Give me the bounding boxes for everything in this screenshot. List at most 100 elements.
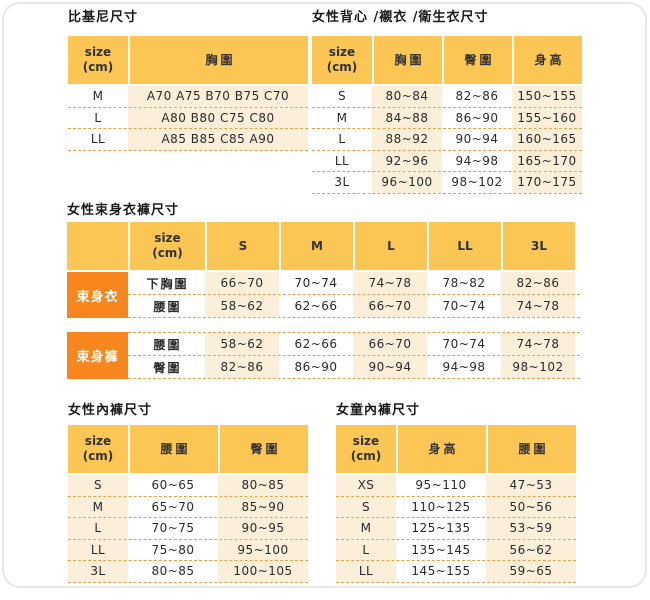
table-cell: 腰圍 bbox=[128, 295, 205, 317]
table-row: XS 95~110 47~53 bbox=[336, 475, 576, 497]
women-panties-size-table: size (cm) 腰圍 臀圍 S 60~65 80~85 M 65~70 85~90 L 70~… bbox=[68, 425, 308, 583]
girls-panties-size-section: 女童內褲尺寸 size (cm) 身高 腰圍 XS 95~110 47~53 S 110~1… bbox=[336, 403, 576, 583]
table-cell: A70 A75 B70 B75 C70 bbox=[128, 86, 308, 107]
bikini-size-section: 比基尼尺寸 size (cm) 胸圍 M A70 A75 B70 B75 C70 L A… bbox=[68, 10, 308, 151]
header-cell: LL bbox=[427, 222, 501, 270]
table-row: M 125~135 53~59 bbox=[336, 518, 576, 540]
table-cell: 96~100 bbox=[372, 172, 442, 193]
table-cell: 88~92 bbox=[372, 129, 442, 150]
shapewear-top-group-rows: 下胸圍 66~70 70~74 74~78 78~82 82~86 腰圍 58~62 62~66… bbox=[128, 272, 580, 318]
header-cell: size (cm) bbox=[68, 36, 128, 84]
vest-shirt-size-table: size (cm) 胸圍 臀圍 身高 S 80~84 82~86 150~155 M 84~88… bbox=[312, 36, 582, 194]
header-cell: size (cm) bbox=[336, 425, 396, 473]
header-cell: L bbox=[353, 222, 427, 270]
header-cell: M bbox=[279, 222, 353, 270]
table-cell: 95~100 bbox=[218, 539, 308, 560]
table-cell: 155~160 bbox=[512, 107, 582, 128]
header-cell: 腰圍 bbox=[486, 425, 576, 473]
shapewear-bottom-group-label: 束身褲 bbox=[67, 332, 128, 379]
bikini-table-header: size (cm) 胸圍 bbox=[68, 36, 308, 84]
table-cell: 82~86 bbox=[205, 356, 279, 378]
table-cell: 170~175 bbox=[512, 172, 582, 193]
table-row: LL 145~155 59~65 bbox=[336, 561, 576, 583]
table-cell: 94~98 bbox=[427, 356, 501, 378]
table-cell: 3L bbox=[312, 172, 372, 193]
table-cell: 82~86 bbox=[442, 86, 512, 107]
table-row: M A70 A75 B70 B75 C70 bbox=[68, 86, 308, 108]
header-cell: 身高 bbox=[396, 425, 486, 473]
table-cell: A85 B85 C85 A90 bbox=[128, 129, 308, 150]
shapewear-top-group: 束身衣 下胸圍 66~70 70~74 74~78 78~82 82~86 腰圍 58~62 6… bbox=[67, 272, 580, 318]
table-cell: 110~125 bbox=[396, 496, 486, 517]
bikini-title: 比基尼尺寸 bbox=[68, 10, 139, 25]
table-row: L A80 B80 C75 C80 bbox=[68, 107, 308, 129]
table-cell: 74~78 bbox=[501, 295, 575, 317]
girls-panties-size-table: size (cm) 身高 腰圍 XS 95~110 47~53 S 110~125 50~56… bbox=[336, 425, 576, 583]
girls-panties-table-header: size (cm) 身高 腰圍 bbox=[336, 425, 576, 473]
women-panties-size-section: 女性內褲尺寸 size (cm) 腰圍 臀圍 S 60~65 80~85 M 65~70 85… bbox=[68, 403, 308, 583]
table-cell: 90~94 bbox=[442, 129, 512, 150]
table-cell: 60~65 bbox=[128, 475, 218, 496]
header-cell: 身高 bbox=[512, 36, 582, 84]
header-cell: 腰圍 bbox=[128, 425, 218, 473]
table-cell: 86~90 bbox=[442, 107, 512, 128]
table-cell: S bbox=[336, 496, 396, 517]
table-cell: 65~70 bbox=[128, 496, 218, 517]
table-cell: 90~94 bbox=[353, 356, 427, 378]
table-cell: 62~66 bbox=[279, 295, 353, 317]
header-cell: 胸圍 bbox=[372, 36, 442, 84]
table-cell: 50~56 bbox=[486, 496, 576, 517]
table-cell: 100~105 bbox=[218, 561, 308, 582]
bikini-size-table: size (cm) 胸圍 M A70 A75 B70 B75 C70 L A80 B80… bbox=[68, 36, 308, 151]
table-cell: LL bbox=[336, 561, 396, 582]
table-cell: 150~155 bbox=[512, 86, 582, 107]
table-row: LL A85 B85 C85 A90 bbox=[68, 129, 308, 151]
table-cell: 78~82 bbox=[427, 272, 501, 294]
table-cell: 56~62 bbox=[486, 539, 576, 560]
table-cell: A80 B80 C75 C80 bbox=[128, 107, 308, 128]
shapewear-title: 女性束身衣褲尺寸 bbox=[67, 203, 180, 218]
table-cell: 98~102 bbox=[501, 356, 575, 378]
table-cell: 70~74 bbox=[279, 272, 353, 294]
table-cell: LL bbox=[312, 150, 372, 171]
table-row: M 65~70 85~90 bbox=[68, 496, 308, 518]
header-cell: 胸圍 bbox=[128, 36, 308, 84]
table-cell: M bbox=[336, 518, 396, 539]
vest-table-header: size (cm) 胸圍 臀圍 身高 bbox=[312, 36, 582, 84]
table-cell: 94~98 bbox=[442, 150, 512, 171]
shapewear-size-section: 女性束身衣褲尺寸 size (cm) S M L LL 3L 束身衣 下胸圍 66~70 70… bbox=[67, 203, 580, 379]
table-row: 下胸圍 66~70 70~74 74~78 78~82 82~86 bbox=[128, 272, 580, 295]
bikini-table-body: M A70 A75 B70 B75 C70 L A80 B80 C75 C80 LL A8… bbox=[68, 86, 308, 151]
header-cell bbox=[67, 222, 128, 270]
table-cell: 145~155 bbox=[396, 561, 486, 582]
table-cell: M bbox=[312, 107, 372, 128]
table-row: S 110~125 50~56 bbox=[336, 496, 576, 518]
table-cell: 84~88 bbox=[372, 107, 442, 128]
table-cell: 59~65 bbox=[486, 561, 576, 582]
table-cell: 3L bbox=[68, 561, 128, 582]
table-cell: L bbox=[312, 129, 372, 150]
table-row: M 84~88 86~90 155~160 bbox=[312, 107, 582, 129]
table-cell: 臀圍 bbox=[128, 356, 205, 378]
table-cell: 66~70 bbox=[353, 295, 427, 317]
table-cell: 53~59 bbox=[486, 518, 576, 539]
table-row: L 135~145 56~62 bbox=[336, 539, 576, 561]
table-cell: 80~85 bbox=[128, 561, 218, 582]
table-cell: L bbox=[68, 518, 128, 539]
group-gap bbox=[67, 318, 580, 332]
table-cell: 85~90 bbox=[218, 496, 308, 517]
table-cell: 125~135 bbox=[396, 518, 486, 539]
table-cell: 62~66 bbox=[279, 333, 353, 355]
table-cell: LL bbox=[68, 539, 128, 560]
table-cell: 74~78 bbox=[501, 333, 575, 355]
table-cell: S bbox=[68, 475, 128, 496]
women-panties-title: 女性內褲尺寸 bbox=[68, 403, 153, 418]
table-cell: M bbox=[68, 496, 128, 517]
header-cell: size (cm) bbox=[312, 36, 372, 84]
table-cell: 70~74 bbox=[427, 295, 501, 317]
table-cell: 66~70 bbox=[205, 272, 279, 294]
table-cell: 74~78 bbox=[353, 272, 427, 294]
table-cell: 75~80 bbox=[128, 539, 218, 560]
table-row: S 80~84 82~86 150~155 bbox=[312, 86, 582, 108]
table-cell: 86~90 bbox=[279, 356, 353, 378]
